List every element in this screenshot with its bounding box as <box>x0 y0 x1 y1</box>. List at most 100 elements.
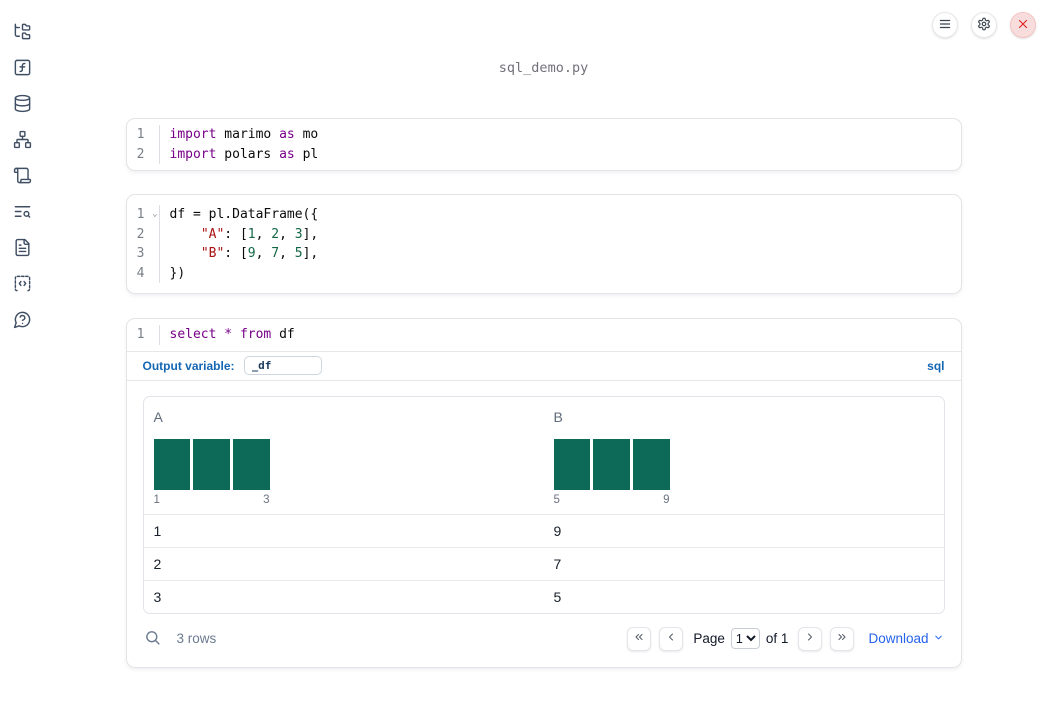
histogram-bar <box>593 438 630 490</box>
code-cell-dataframe[interactable]: 1 ⌄ df = pl.DataFrame({ 2 "A": [1, 2, 3], 3 … <box>125 194 962 294</box>
code-line[interactable]: 4}) <box>127 263 961 283</box>
previous-page-button[interactable] <box>659 626 684 651</box>
page-of-label: of 1 <box>765 631 789 646</box>
pagination: Page 1 of 1 Download <box>627 626 943 651</box>
code-line[interactable]: 2 "A": [1, 2, 3], <box>127 224 961 244</box>
language-badge[interactable]: sql <box>927 358 945 373</box>
sql-code-editor[interactable]: 1 select * from df <box>127 319 961 351</box>
page-select[interactable]: 1 <box>730 628 760 649</box>
next-page-button[interactable] <box>798 626 823 651</box>
cell-divider <box>126 379 961 381</box>
code-editor[interactable]: 1 import marimo as mo 2 import polars as pl <box>127 125 961 164</box>
hamburger-menu-icon <box>938 17 952 34</box>
table-footer: 3 rows Page 1 of 1 <box>143 624 945 654</box>
first-page-button[interactable] <box>627 626 652 651</box>
histogram-max-label: 9 <box>663 493 670 506</box>
notebook-canvas: sql_demo.py 1 import marimo as mo 2 import … <box>44 0 1043 668</box>
sidebar <box>0 0 44 713</box>
code-text: select * from df <box>169 327 295 342</box>
download-button[interactable]: Download <box>868 631 943 646</box>
histogram-bar <box>193 438 230 490</box>
histogram-min-label: 1 <box>153 493 160 506</box>
line-number: 1 <box>127 325 160 345</box>
table-search-button[interactable] <box>144 629 161 649</box>
code-editor[interactable]: 1 ⌄ df = pl.DataFrame({ 2 "A": [1, 2, 3], 3 … <box>127 205 961 283</box>
sidebar-item-variables[interactable] <box>12 59 32 79</box>
line-number: 2 <box>127 144 160 164</box>
table-cell: 7 <box>553 555 562 572</box>
sidebar-item-snippets[interactable] <box>12 275 32 295</box>
code-line[interactable]: 1 ⌄ df = pl.DataFrame({ <box>127 205 961 225</box>
histogram-bar <box>153 438 191 490</box>
output-variable-input[interactable] <box>243 356 322 375</box>
help-bubble-icon <box>13 310 32 332</box>
last-page-button[interactable] <box>830 626 855 651</box>
file-tree-icon <box>13 22 32 44</box>
chevrons-right-icon <box>836 631 848 646</box>
histogram-bar <box>553 438 591 490</box>
code-line[interactable]: 3 "B": [9, 7, 5], <box>127 244 961 264</box>
close-icon <box>1016 17 1030 34</box>
notebook-menu-button[interactable] <box>932 12 958 38</box>
gear-icon <box>977 17 991 34</box>
table-cell: 3 <box>153 588 162 605</box>
sidebar-item-logs[interactable] <box>12 167 32 187</box>
shutdown-button[interactable] <box>1010 12 1036 38</box>
line-number: 3 <box>127 244 160 264</box>
sidebar-item-datasources[interactable] <box>12 94 32 116</box>
table-cell: 2 <box>153 555 162 572</box>
code-text: }) <box>169 265 186 281</box>
histogram-max-label: 3 <box>263 493 270 506</box>
code-line[interactable]: 1 import marimo as mo <box>127 125 961 145</box>
chevron-down-icon <box>933 631 944 646</box>
table-cell: 9 <box>553 522 562 539</box>
column-label[interactable]: A <box>153 408 163 425</box>
histogram-min-label: 5 <box>553 493 560 506</box>
sidebar-item-file-explorer[interactable] <box>12 23 32 43</box>
table-cell: 1 <box>153 522 162 539</box>
code-text: df = pl.DataFrame({ <box>169 207 319 222</box>
top-actions <box>932 12 1036 38</box>
line-number: 4 <box>127 263 160 283</box>
column-label[interactable]: B <box>553 408 563 425</box>
page-label: Page <box>693 631 725 646</box>
line-number: 1 <box>127 125 160 145</box>
sidebar-item-documentation[interactable] <box>12 238 32 259</box>
settings-button[interactable] <box>971 12 997 38</box>
sql-cell: 1 select * from df Output variable: sql A… <box>125 318 962 668</box>
chevron-left-icon <box>665 631 677 646</box>
sidebar-item-dependency-graph[interactable] <box>12 130 32 152</box>
histogram-bar <box>232 438 270 490</box>
cell-divider <box>126 350 961 352</box>
line-number: 1 ⌄ <box>127 205 160 225</box>
function-square-icon <box>13 58 32 80</box>
sql-cell-footer: Output variable: sql <box>127 352 961 380</box>
code-snippets-icon <box>13 274 32 296</box>
line-number: 2 <box>127 224 160 244</box>
code-line[interactable]: 2 import polars as pl <box>127 144 961 164</box>
sidebar-item-help[interactable] <box>12 311 32 331</box>
scroll-logs-icon <box>13 166 32 188</box>
row-count: 3 rows <box>176 631 217 646</box>
code-cell-imports[interactable]: 1 import marimo as mo 2 import polars as pl <box>125 118 962 171</box>
fold-chevron-icon[interactable]: ⌄ <box>152 209 158 219</box>
sidebar-item-outline[interactable] <box>12 203 32 223</box>
download-label: Download <box>868 631 929 646</box>
chevron-right-icon <box>804 631 816 646</box>
dependency-graph-icon <box>13 130 32 152</box>
database-icon <box>13 94 32 116</box>
code-line[interactable]: 1 select * from df <box>127 325 961 345</box>
table-cell: 5 <box>553 588 562 605</box>
notebook-filename[interactable]: sql_demo.py <box>498 60 589 76</box>
